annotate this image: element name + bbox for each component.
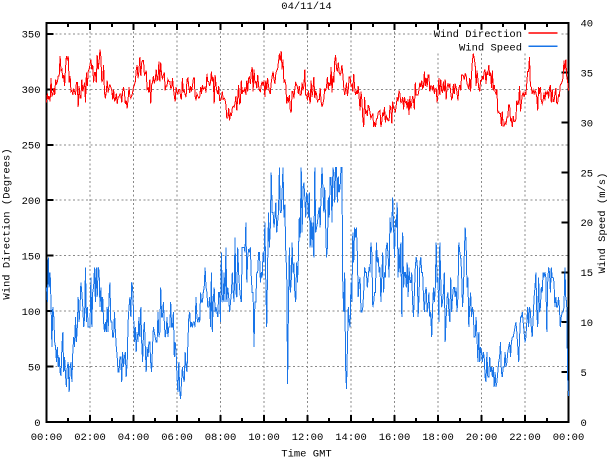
svg-text:100: 100 — [22, 307, 41, 319]
svg-text:Wind Direction (Degrees): Wind Direction (Degrees) — [2, 148, 14, 299]
svg-text:00:00: 00:00 — [31, 432, 63, 444]
svg-text:18:00: 18:00 — [422, 432, 454, 444]
svg-text:22:00: 22:00 — [509, 432, 541, 444]
svg-text:10:00: 10:00 — [248, 432, 280, 444]
svg-text:06:00: 06:00 — [161, 432, 193, 444]
svg-text:04:00: 04:00 — [118, 432, 150, 444]
svg-text:08:00: 08:00 — [205, 432, 237, 444]
svg-text:35: 35 — [581, 69, 594, 81]
svg-text:200: 200 — [22, 196, 41, 208]
svg-text:150: 150 — [22, 252, 41, 264]
svg-text:10: 10 — [581, 318, 594, 330]
svg-text:50: 50 — [28, 362, 41, 374]
svg-text:14:00: 14:00 — [335, 432, 367, 444]
svg-text:300: 300 — [22, 85, 41, 97]
svg-text:20: 20 — [581, 218, 594, 230]
svg-text:02:00: 02:00 — [74, 432, 106, 444]
svg-text:350: 350 — [22, 30, 41, 42]
svg-text:250: 250 — [22, 141, 41, 153]
svg-text:40: 40 — [581, 19, 594, 31]
svg-text:20:00: 20:00 — [466, 432, 498, 444]
svg-text:5: 5 — [581, 368, 587, 380]
svg-text:15: 15 — [581, 268, 594, 280]
svg-text:Wind Direction: Wind Direction — [434, 29, 522, 41]
svg-text:0: 0 — [34, 418, 40, 430]
svg-text:Wind Speed (m/s): Wind Speed (m/s) — [597, 173, 609, 274]
svg-text:00:00: 00:00 — [553, 432, 585, 444]
svg-text:16:00: 16:00 — [379, 432, 411, 444]
svg-text:30: 30 — [581, 118, 594, 130]
svg-text:0: 0 — [581, 418, 587, 430]
svg-text:Wind Speed: Wind Speed — [459, 42, 522, 54]
svg-text:12:00: 12:00 — [292, 432, 324, 444]
svg-text:Time GMT: Time GMT — [281, 449, 331, 459]
svg-text:04/11/14: 04/11/14 — [281, 1, 331, 13]
svg-text:25: 25 — [581, 168, 594, 180]
